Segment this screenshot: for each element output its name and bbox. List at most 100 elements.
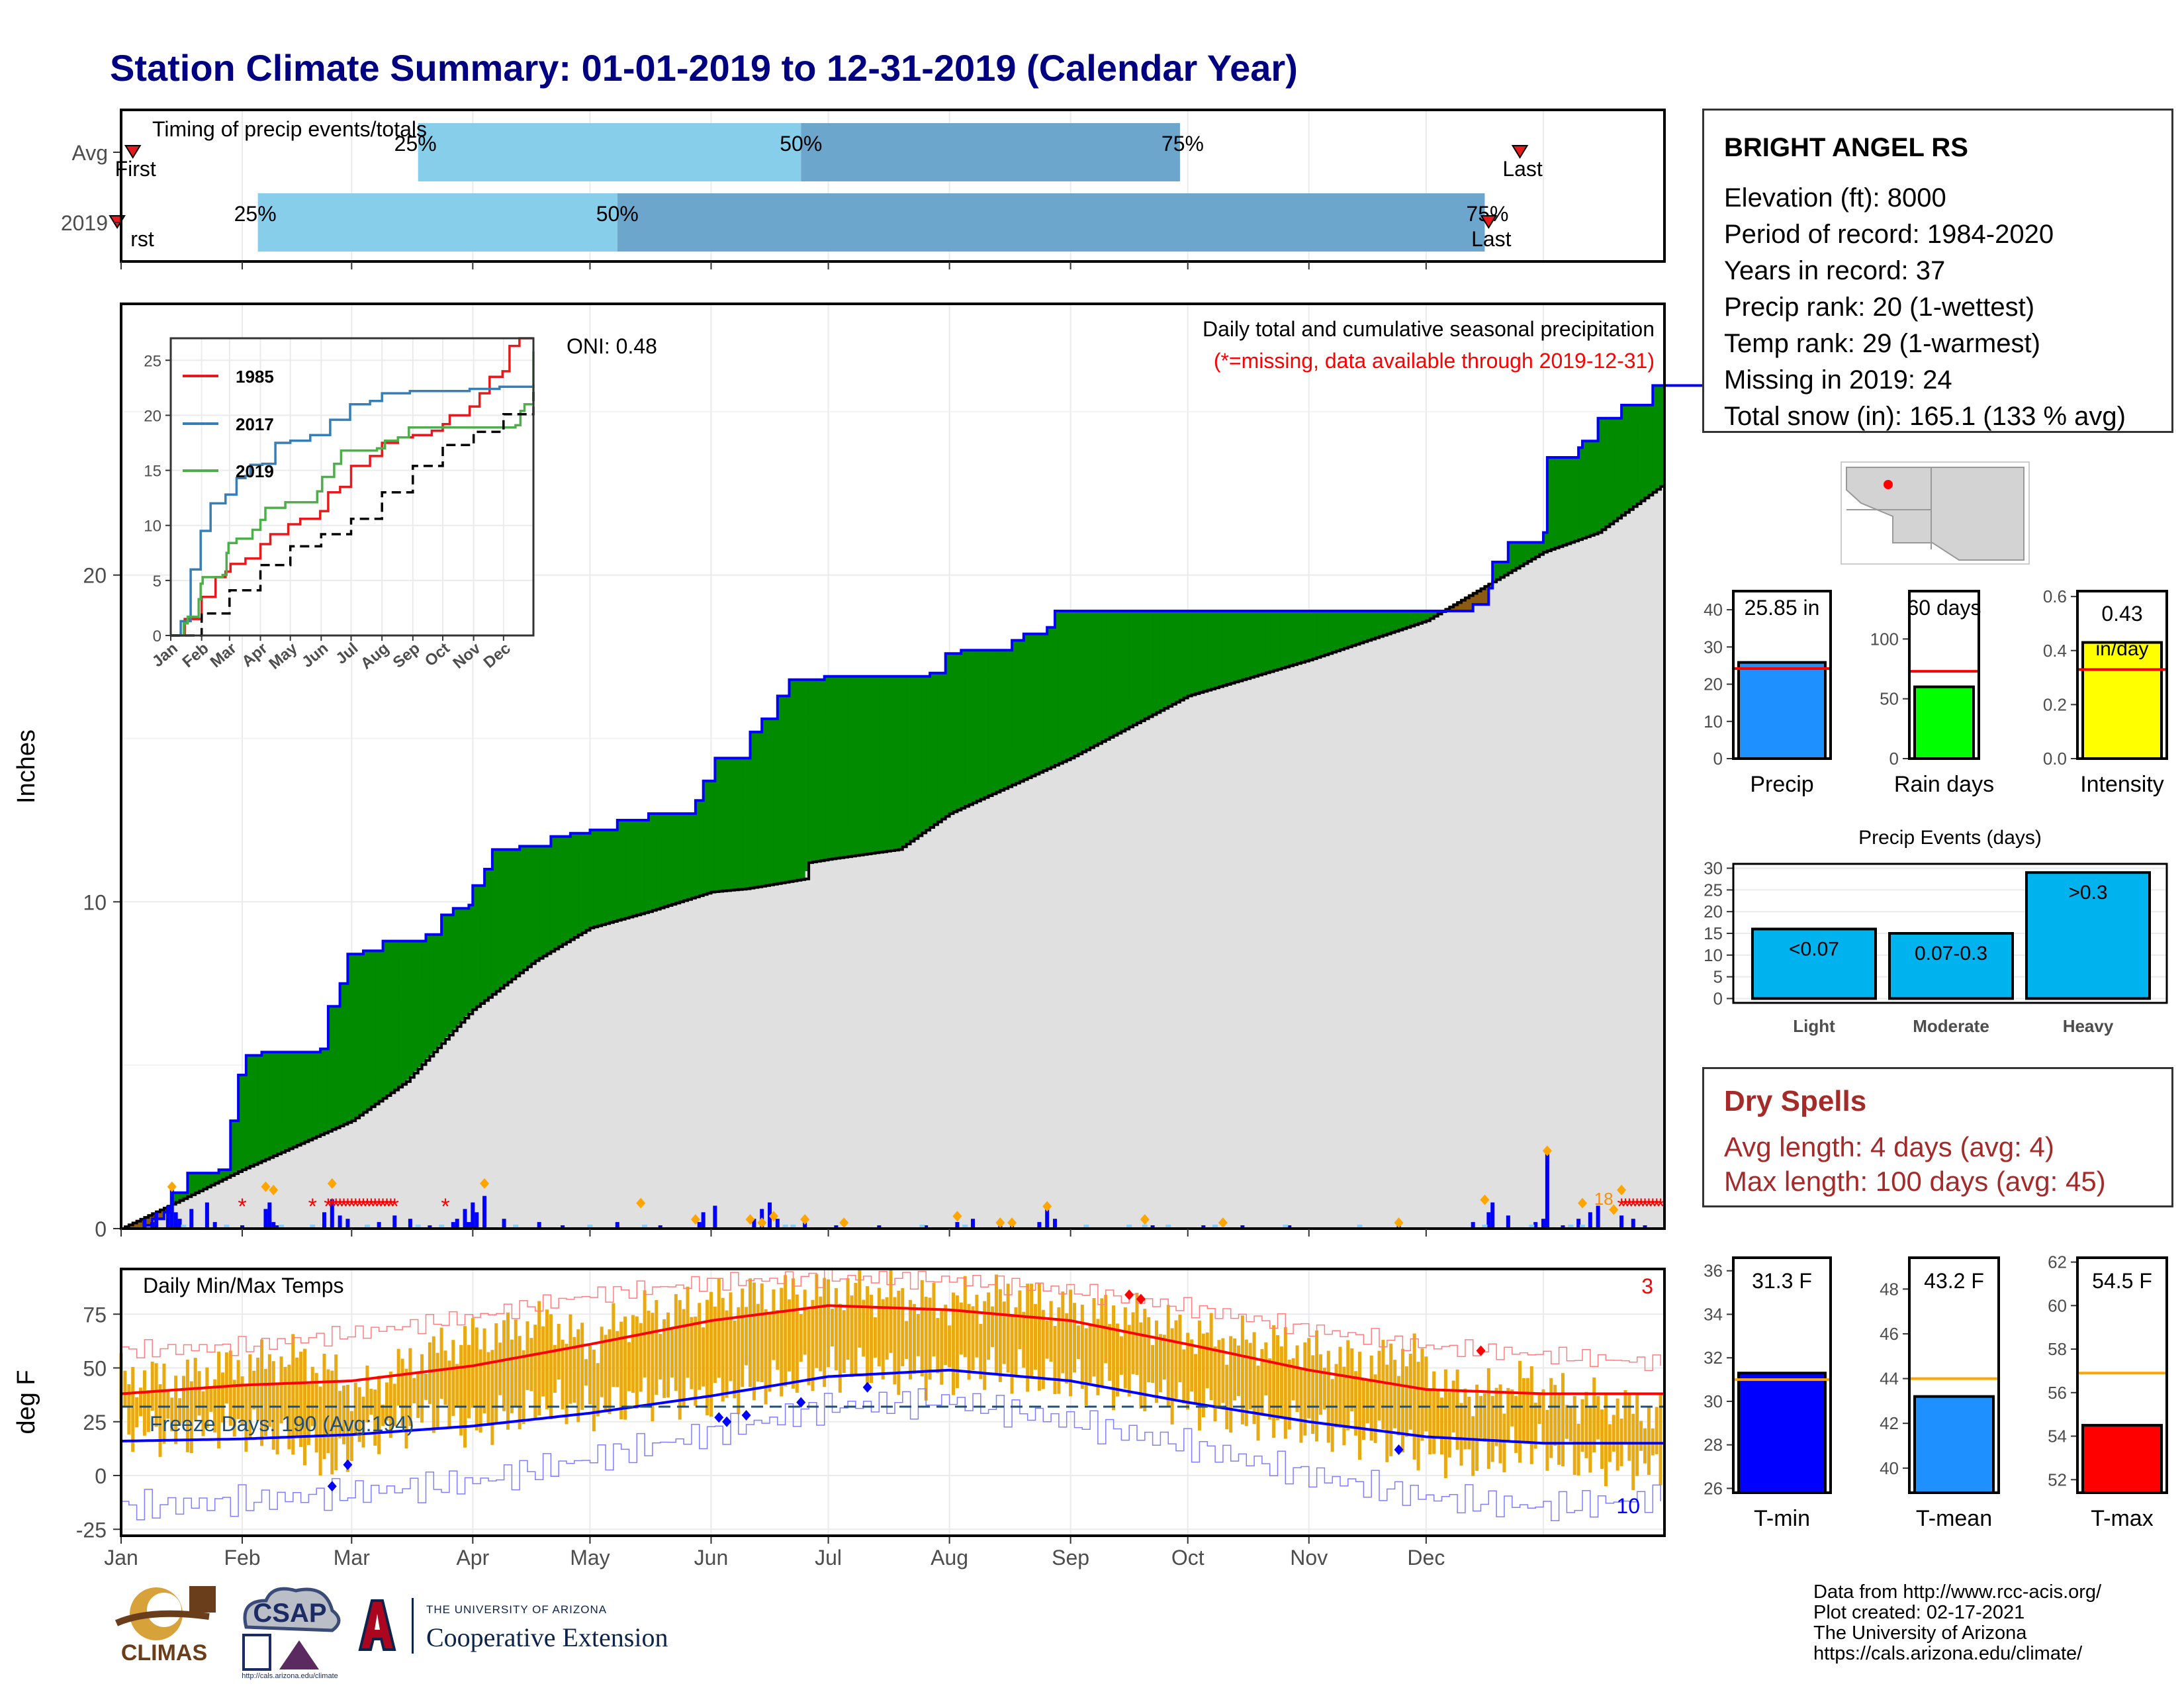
missing-day-marker: *: [347, 1194, 356, 1219]
month-axis-label: Mar: [334, 1546, 370, 1570]
missing-day-marker: *: [332, 1194, 340, 1219]
tmax_box-frame: [2076, 1256, 2168, 1494]
daily-temp-range-bar: [482, 1328, 486, 1414]
daily-temp-range-bar: [1186, 1333, 1190, 1410]
daily-temp-range-bar: [447, 1360, 451, 1427]
intensity_box-frame: [2076, 590, 2168, 760]
temp-panel-title: Daily Min/Max Temps: [143, 1274, 343, 1297]
daily-precip-bar: [392, 1215, 397, 1229]
inset-y-tick-label: 20: [144, 407, 161, 425]
daily-temp-range-bar: [150, 1361, 154, 1411]
precip_total_box-frame: [1732, 590, 1832, 760]
daily-temp-range-bar: [780, 1288, 784, 1397]
station-name: BRIGHT ANGEL RS: [1724, 133, 1968, 162]
daily-temps-panel: Daily Min/Max Temps 3 10 Freeze Days: 190 (…: [13, 1268, 1666, 1570]
daily-precip-bar: [697, 1222, 702, 1229]
inset-y-tick-label: 10: [144, 518, 161, 536]
daily-temp-range-bar: [1385, 1364, 1389, 1462]
daily-temp-range-bar: [807, 1309, 811, 1385]
temp-y-tick-label: 50: [83, 1357, 107, 1381]
missing-day-marker: *: [363, 1194, 371, 1219]
daily-precip-bar: [955, 1222, 960, 1229]
precip_total_box-y-tick-label: 0: [1713, 749, 1723, 769]
missing-day-marker: *: [351, 1194, 360, 1219]
intensity_box-x-label: Intensity: [2080, 772, 2164, 797]
climas-logo-text: CLIMAS: [121, 1640, 207, 1665]
daily-temp-range-bar: [1104, 1295, 1108, 1364]
daily-temp-range-bar: [1381, 1340, 1385, 1430]
daily-precip-bar: [713, 1205, 717, 1229]
daily-temp-range-bar: [345, 1384, 349, 1472]
trace-precip-mark: [1357, 1225, 1363, 1229]
daily-temp-range-bar: [1467, 1396, 1471, 1450]
daily-temp-range-bar: [772, 1289, 776, 1360]
daily-temp-range-bar: [1037, 1283, 1041, 1391]
daily-temp-range-bar: [651, 1313, 655, 1422]
tmean_box-panel: 43.2 F 40 42 44 46 48 T-mean: [1880, 1256, 2000, 1531]
daily-temp-range-bar: [823, 1278, 827, 1387]
daily-temp-range-bar: [1127, 1325, 1131, 1397]
daily-temp-range-bar: [533, 1325, 537, 1420]
event-bar-light: [1751, 927, 1877, 1000]
missing-day-marker: *: [371, 1194, 379, 1219]
daily-temp-range-bar: [983, 1301, 987, 1390]
trace-precip-mark: [279, 1225, 285, 1229]
daily-temp-range-bar: [1522, 1378, 1525, 1442]
inset-frame: [169, 337, 535, 637]
daily-temp-range-bar: [1268, 1358, 1272, 1420]
tmin_box-value-bar: [1737, 1372, 1827, 1494]
daily-temp-range-bar: [1557, 1395, 1561, 1465]
daily-temp-range-bar: [1455, 1369, 1459, 1450]
cooperative-extension-text: Cooperative Extension: [426, 1622, 668, 1652]
daily-temp-range-bar: [369, 1389, 373, 1415]
events-frame: [1732, 863, 2168, 1004]
trace-precip-mark: [1568, 1225, 1574, 1229]
daily-temp-range-bar: [1584, 1391, 1588, 1458]
daily-temp-range-bar: [1420, 1348, 1424, 1441]
trace-precip-mark: [642, 1225, 648, 1229]
daily-temp-range-bar: [439, 1327, 443, 1399]
daily-temp-range-bar: [659, 1334, 662, 1380]
tmean_box-y-tick-label: 46: [1880, 1324, 1899, 1344]
daily-temp-range-bar: [385, 1382, 388, 1421]
precip-frame: [120, 303, 1666, 1230]
daily-temp-range-bar: [514, 1319, 518, 1407]
events-y-tick-label: 20: [1704, 902, 1723, 921]
normal-tmin-line: [120, 1368, 1664, 1445]
daily-temp-range-bar: [256, 1358, 260, 1421]
daily-temp-range-bar: [365, 1365, 369, 1423]
credit-data-source: Data from http://www.rcc-acis.org/: [1813, 1581, 2102, 1603]
daily-temp-range-bar: [1318, 1354, 1322, 1415]
station-elevation: Elevation (ft): 8000: [1724, 183, 1946, 212]
intensity_box-value-unit: in/day: [2095, 638, 2148, 660]
trace-precip-mark: [513, 1225, 519, 1229]
daily-temp-range-bar: [1123, 1307, 1127, 1389]
daily-temp-range-bar: [1119, 1336, 1123, 1375]
daily-temp-range-bar: [1518, 1360, 1522, 1463]
daily-temp-range-bar: [310, 1366, 314, 1427]
daily-temp-range-bar: [1393, 1360, 1397, 1429]
events-y-tick-label: 0: [1713, 988, 1723, 1008]
daily-precip-bar: [1150, 1225, 1155, 1229]
daily-precip-bar: [1541, 1219, 1545, 1229]
timing-bar-50-75: [617, 193, 1485, 252]
daily-temp-range-bar: [263, 1369, 267, 1436]
daily-temp-range-bar: [1412, 1333, 1416, 1460]
daily-temp-range-bar: [1443, 1369, 1447, 1478]
location-map: [1841, 461, 2030, 565]
daily-precip-bar: [475, 1212, 479, 1229]
daily-temp-range-bar: [416, 1372, 420, 1419]
daily-temp-range-bar: [1604, 1393, 1608, 1487]
daily-temp-range-bar: [1092, 1298, 1096, 1377]
daily-temp-range-bar: [443, 1350, 447, 1405]
tmin_box-y-tick-label: 36: [1704, 1261, 1723, 1281]
tmin_box-y-tick-label: 26: [1704, 1478, 1723, 1498]
inset-legend-label: 1985: [236, 367, 274, 387]
tmin_box-value-label: 31.3 F: [1752, 1269, 1812, 1293]
daily-temp-range-bar: [139, 1387, 143, 1417]
daily-temp-range-bar: [334, 1354, 338, 1471]
credit-plot-created: Plot created: 02-17-2021: [1813, 1602, 2025, 1623]
daily-temp-range-bar: [967, 1303, 971, 1380]
daily-temp-range-bar: [717, 1278, 721, 1378]
inset-legend-label: 2017: [236, 414, 274, 434]
